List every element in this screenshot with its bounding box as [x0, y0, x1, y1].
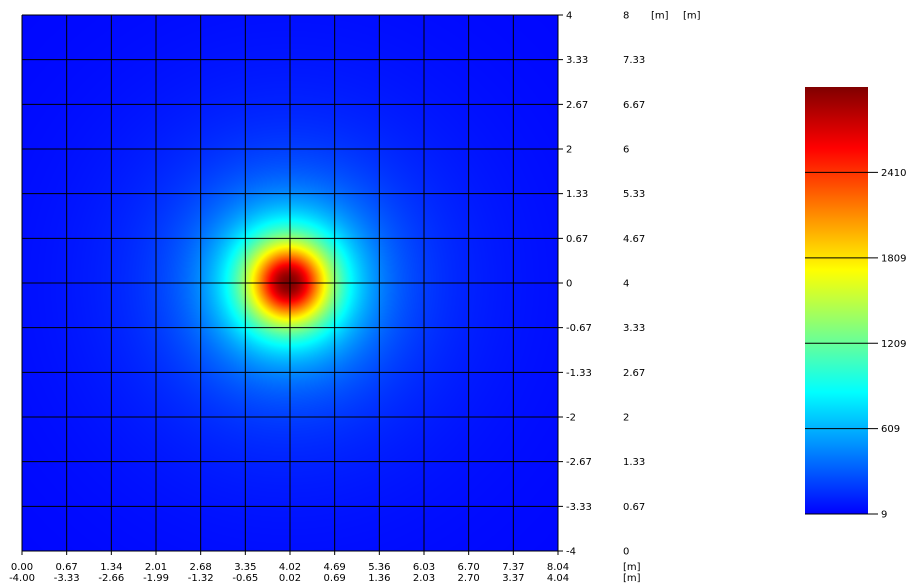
x-tick-label-bottom: 4.04: [547, 573, 569, 584]
y-tick-label-inner: -3.33: [566, 502, 592, 513]
x-tick-label-bottom: 1.36: [368, 573, 390, 584]
x-tick-label-top: 1.34: [100, 562, 122, 573]
x-tick-label-top: 3.35: [234, 562, 256, 573]
x-tick-label-bottom: -2.66: [98, 573, 124, 584]
x-tick-label-bottom: 2.70: [458, 573, 480, 584]
colorbar-tick-label: 1209: [881, 339, 906, 350]
x-tick-label-top: 5.36: [368, 562, 390, 573]
x-unit-label: [m]: [623, 573, 641, 584]
y-tick-label-inner: 3.33: [566, 55, 588, 66]
y-unit-label: [m]: [651, 11, 669, 22]
y-tick-label-inner: -0.67: [566, 323, 592, 334]
y-tick-label-outer: 0: [623, 547, 629, 558]
colorbar-tick-label: 9: [881, 510, 887, 521]
y-tick-label-inner: -4: [566, 547, 576, 558]
x-unit-label: [m]: [623, 562, 641, 573]
x-tick-label-bottom: -1.32: [188, 573, 214, 584]
x-tick-label-bottom: -1.99: [143, 573, 169, 584]
y-tick-label-outer: 6: [623, 145, 629, 156]
y-unit-label: [m]: [683, 11, 701, 22]
x-tick-label-bottom: 2.03: [413, 573, 435, 584]
x-tick-label-top: 0.00: [11, 562, 33, 573]
x-axis: 0.00-4.00 0.67-3.33 1.34-2.66 2.01-1.99 2.68…: [9, 562, 641, 584]
y-tick-label-inner: -2: [566, 413, 576, 424]
y-tick-label-inner: 0.67: [566, 234, 588, 245]
y-tick-label-outer: 8: [623, 11, 629, 22]
y-tick-label-outer: 1.33: [623, 457, 645, 468]
y-tick-label-outer: 2.67: [623, 368, 645, 379]
y-tick-label-outer: 2: [623, 413, 629, 424]
x-tick-label-top: 7.37: [502, 562, 524, 573]
x-tick-label-top: 8.04: [547, 562, 569, 573]
x-tick-label-top: 4.02: [279, 562, 301, 573]
y-tick-label-outer: 7.33: [623, 55, 645, 66]
y-tick-label-inner: 2: [566, 145, 572, 156]
y-tick-label-outer: 4.67: [623, 234, 645, 245]
x-tick-label-bottom: -4.00: [9, 573, 35, 584]
x-tick-label-top: 2.68: [190, 562, 212, 573]
y-tick-label-inner: -2.67: [566, 457, 592, 468]
y-tick-label-inner: 0: [566, 279, 572, 290]
y-tick-label-outer: 5.33: [623, 189, 645, 200]
x-tick-label-top: 4.69: [324, 562, 346, 573]
x-tick-label-bottom: 0.69: [324, 573, 346, 584]
y-axis: 4 8 3.33 7.33 2.67 6.67 2 6 1.33 5.33 0.67 4.67 0 4 -0…: [566, 11, 701, 558]
y-tick-label-outer: 3.33: [623, 323, 645, 334]
y-tick-label-inner: 1.33: [566, 189, 588, 200]
colorbar-tick-label: 609: [881, 424, 900, 435]
x-tick-label-top: 6.70: [458, 562, 480, 573]
y-tick-label-inner: 2.67: [566, 100, 588, 111]
colorbar-tick-label: 2410: [881, 168, 906, 179]
y-tick-label-outer: 6.67: [623, 100, 645, 111]
y-tick-label-inner: 4: [566, 11, 572, 22]
x-tick-label-bottom: 0.02: [279, 573, 301, 584]
x-tick-label-top: 2.01: [145, 562, 167, 573]
x-tick-label-bottom: -3.33: [54, 573, 80, 584]
x-tick-label-top: 6.03: [413, 562, 435, 573]
y-tick-label-outer: 0.67: [623, 502, 645, 513]
colorbar-gradient: [805, 87, 868, 514]
x-tick-label-top: 0.67: [56, 562, 78, 573]
x-tick-label-bottom: 3.37: [502, 573, 524, 584]
plot-area: [21, 14, 563, 555]
y-tick-label-outer: 4: [623, 279, 629, 290]
x-tick-label-bottom: -0.65: [232, 573, 258, 584]
colorbar-tick-label: 1809: [881, 253, 906, 264]
colorbar: 9 609 1209 1809 2410: [805, 87, 906, 521]
y-tick-label-inner: -1.33: [566, 368, 592, 379]
